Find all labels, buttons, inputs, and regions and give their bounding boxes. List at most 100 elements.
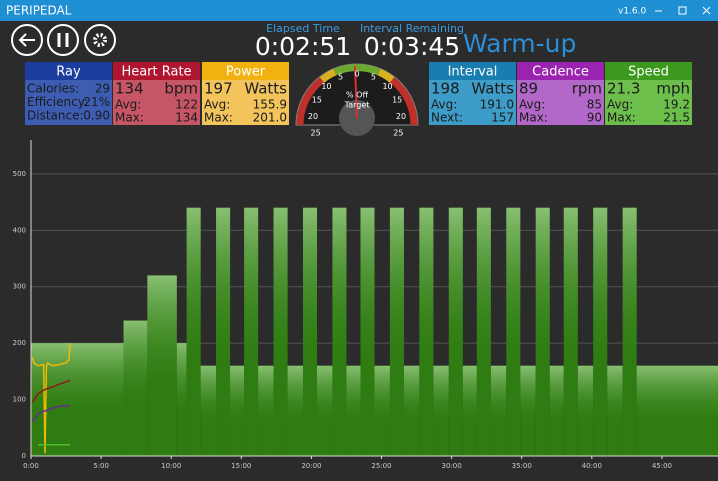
segment-shade <box>476 207 491 456</box>
segment-shade <box>332 207 347 456</box>
panel-main-unit: mph <box>656 80 690 98</box>
panel-row-value: 0.90 <box>83 109 110 123</box>
profile-segment <box>176 343 187 456</box>
x-tick-label: 35:00 <box>512 462 532 470</box>
x-tick-label: 0:00 <box>23 462 39 470</box>
segment-shade <box>448 207 463 456</box>
segment-shade <box>607 365 623 456</box>
panel-main-value: 89 <box>519 80 538 98</box>
panel-title: Ray <box>56 65 81 80</box>
segment-shade <box>535 207 550 456</box>
profile-segment <box>374 365 390 456</box>
segment-shade <box>506 207 521 456</box>
y-tick-label: 500 <box>13 170 26 178</box>
segment-shade <box>287 365 303 456</box>
gauge-yellow <box>319 68 337 83</box>
panel-row-value: 201.0 <box>253 111 287 125</box>
segment-shade <box>403 365 420 456</box>
x-tick-label: 10:00 <box>161 462 181 470</box>
panel-row-value: 21% <box>83 95 110 109</box>
segment-shade <box>577 365 594 456</box>
panel-row-label: Distance: <box>27 109 84 123</box>
profile-segment <box>490 365 507 456</box>
panel-main-unit: Watts <box>471 80 514 98</box>
profile-segment <box>476 207 491 456</box>
panel-row-label: Avg: <box>115 98 141 112</box>
close[interactable] <box>702 6 711 15</box>
segment-shade <box>302 207 318 456</box>
panel-row-label: Next: <box>431 111 463 125</box>
gauge-tick-label: 0 <box>354 70 359 79</box>
profile-segment <box>123 320 148 456</box>
live-line <box>31 343 72 454</box>
y-tick-label: 0 <box>22 452 26 460</box>
profile-segment <box>593 207 608 456</box>
panel-row-label: Avg: <box>431 98 457 112</box>
profile-segment <box>506 207 521 456</box>
segment-shade <box>258 365 274 456</box>
panel-body <box>605 80 692 125</box>
y-tick-label: 300 <box>13 283 26 291</box>
panel-title: Interval <box>448 65 498 80</box>
gauge-tick-label: 10 <box>382 82 392 91</box>
y-tick-label: 200 <box>13 339 26 347</box>
app-title: PERIPEDAL <box>6 4 72 18</box>
panel-row-value: 122 <box>175 98 198 112</box>
segment-shade <box>520 365 536 456</box>
y-tick-label: 100 <box>13 396 26 404</box>
gauge-red <box>296 77 325 126</box>
segment-shade <box>389 207 404 456</box>
segment-shade <box>563 207 578 456</box>
x-tick-label: 40:00 <box>582 462 602 470</box>
profile-segment <box>622 207 637 456</box>
profile-segment <box>200 365 217 456</box>
live-line <box>31 379 71 403</box>
panel-header <box>517 62 604 80</box>
gauge-yellow <box>377 68 395 83</box>
panel-row-label: Efficiency: <box>27 95 88 109</box>
panel-body <box>517 80 604 125</box>
panel-row-label: Avg: <box>204 98 230 112</box>
segment-shade <box>186 207 201 456</box>
gauge: % Off Target <box>295 63 419 136</box>
panel-row-label: Max: <box>519 111 548 125</box>
interval-label: Interval Remaining <box>360 22 464 35</box>
panel-row-value: 21.5 <box>663 111 690 125</box>
pause-button[interactable] <box>47 24 79 56</box>
x-tick-label: 30:00 <box>442 462 462 470</box>
back-button[interactable] <box>11 24 43 56</box>
profile-segment <box>332 207 347 456</box>
maximize[interactable] <box>678 6 687 15</box>
x-tick-label: 45:00 <box>652 462 672 470</box>
panel-row-label: Avg: <box>607 98 633 112</box>
live-line <box>31 405 71 423</box>
gauge-tick-label: 5 <box>371 73 376 82</box>
profile-segment <box>448 207 463 456</box>
profile-segment <box>258 365 274 456</box>
profile-segment <box>317 365 333 456</box>
profile-segment <box>273 207 288 456</box>
segment-shade <box>123 320 148 456</box>
segment-shade <box>636 365 718 456</box>
panel-title: Power <box>226 65 266 80</box>
settings-button[interactable] <box>84 24 116 56</box>
profile-segment <box>302 207 318 456</box>
panel-row-value: 157 <box>491 111 514 125</box>
segment-shade <box>593 207 608 456</box>
segment-shade <box>216 207 231 456</box>
profile-segment <box>31 343 124 456</box>
panel-row-label: Max: <box>607 111 636 125</box>
elapsed-time: 0:02:51 <box>255 32 351 61</box>
panel-main-unit: rpm <box>572 80 602 98</box>
profile-segment <box>244 207 259 456</box>
gauge-red <box>389 77 418 126</box>
y-tick-label: 400 <box>13 226 26 234</box>
panel-header <box>605 62 692 80</box>
segment-shade <box>273 207 288 456</box>
x-tick-label: 5:00 <box>93 462 109 470</box>
profile-segment <box>520 365 536 456</box>
profile-segment <box>389 207 404 456</box>
panel-main-value: 134 <box>115 80 144 98</box>
segment-shade <box>374 365 390 456</box>
